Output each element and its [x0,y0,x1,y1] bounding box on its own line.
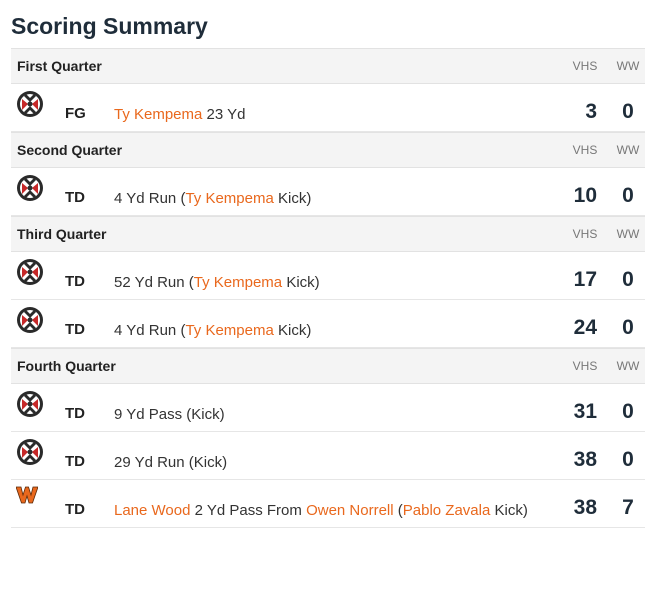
play-type: TD [65,189,85,206]
page-title: Scoring Summary [11,13,208,39]
vhs-team-logo-icon [11,300,56,334]
quarter-name: Fourth Quarter [17,358,116,374]
play-description: Ty Kempema 23 Yd [100,84,561,130]
ww-score: 0 [622,448,634,471]
column-header-vhs: VHS [572,59,598,73]
play-description: 52 Yd Run (Ty Kempema Kick) [100,252,561,298]
scoring-play-row: TD 9 Yd Pass (Kick) 31 0 [11,384,645,432]
play-type: TD [65,273,85,290]
scoring-play-row: TD 4 Yd Run (Ty Kempema Kick) 10 0 [11,168,645,216]
scoring-summary: Scoring Summary First Quarter VHS WW FG Ty K… [11,13,645,528]
player-link[interactable]: Ty Kempema [114,106,203,123]
play-description: 9 Yd Pass (Kick) [100,384,561,430]
column-header-ww: WW [616,227,640,241]
column-header-vhs: VHS [572,359,598,373]
play-text: 4 Yd Run ( [114,322,186,339]
vhs-team-logo-icon [11,432,56,466]
play-text: 9 Yd Pass (Kick) [114,406,225,423]
play-type: TD [65,321,85,338]
vhs-score: 31 [573,400,597,423]
play-description: 4 Yd Run (Ty Kempema Kick) [100,168,561,214]
ww-score: 0 [622,316,634,339]
vhs-team-logo-icon [11,84,56,118]
ww-score: 7 [622,496,634,519]
column-header-ww: WW [616,359,640,373]
play-text: ( [393,502,403,519]
vhs-team-logo-icon [11,252,56,286]
quarter-header: First Quarter VHS WW [11,48,645,84]
ww-score: 0 [622,184,634,207]
scoring-play-row: FG Ty Kempema 23 Yd 3 0 [11,84,645,132]
ww-team-logo-icon [11,480,56,504]
scoring-play-row: TD 29 Yd Run (Kick) 38 0 [11,432,645,480]
play-type: FG [65,105,86,122]
vhs-team-logo-icon [11,384,56,418]
play-type: TD [65,501,85,518]
play-type: TD [65,405,85,422]
play-description: 4 Yd Run (Ty Kempema Kick) [100,300,561,346]
scoring-play-row: TD 4 Yd Run (Ty Kempema Kick) 24 0 [11,300,645,348]
play-text: Kick) [273,322,312,339]
vhs-score: 38 [573,496,597,519]
ww-score: 0 [622,100,634,123]
vhs-score: 38 [573,448,597,471]
quarter-header: Third Quarter VHS WW [11,216,645,252]
player-link[interactable]: Lane Wood [114,502,191,519]
vhs-score: 17 [573,268,597,291]
player-link[interactable]: Owen Norrell [306,502,394,519]
scoring-play-row: TD 52 Yd Run (Ty Kempema Kick) 17 0 [11,252,645,300]
play-text: 23 Yd [202,106,246,123]
play-description: Lane Wood 2 Yd Pass From Owen Norrell (P… [100,480,561,526]
column-header-vhs: VHS [572,227,598,241]
play-description: 29 Yd Run (Kick) [100,432,561,478]
scoring-play-row: TD Lane Wood 2 Yd Pass From Owen Norrell … [11,480,645,528]
quarter-name: Third Quarter [17,226,107,242]
quarter-header: Second Quarter VHS WW [11,132,645,168]
vhs-team-logo-icon [11,168,56,202]
scoring-table: First Quarter VHS WW FG Ty Kempema 23 Yd 3 0 Se… [11,48,645,528]
column-header-ww: WW [616,59,640,73]
column-header-vhs: VHS [572,143,598,157]
quarter-name: Second Quarter [17,142,123,158]
player-link[interactable]: Pablo Zavala [402,502,491,519]
quarter-name: First Quarter [17,58,102,74]
vhs-score: 24 [573,316,597,339]
play-text: Kick) [273,190,312,207]
play-type: TD [65,453,85,470]
player-link[interactable]: Ty Kempema [193,274,283,291]
quarter-header: Fourth Quarter VHS WW [11,348,645,384]
player-link[interactable]: Ty Kempema [185,322,274,339]
vhs-score: 10 [573,184,597,207]
play-text: Kick) [490,502,528,519]
player-link[interactable]: Ty Kempema [185,190,274,207]
vhs-score: 3 [585,100,597,123]
play-text: 4 Yd Run ( [114,190,186,207]
play-text: 2 Yd Pass From [190,502,307,519]
ww-score: 0 [622,400,634,423]
ww-score: 0 [622,268,634,291]
play-text: 52 Yd Run ( [114,274,194,291]
play-text: Kick) [282,274,320,291]
column-header-ww: WW [616,143,640,157]
play-text: 29 Yd Run (Kick) [114,454,228,471]
